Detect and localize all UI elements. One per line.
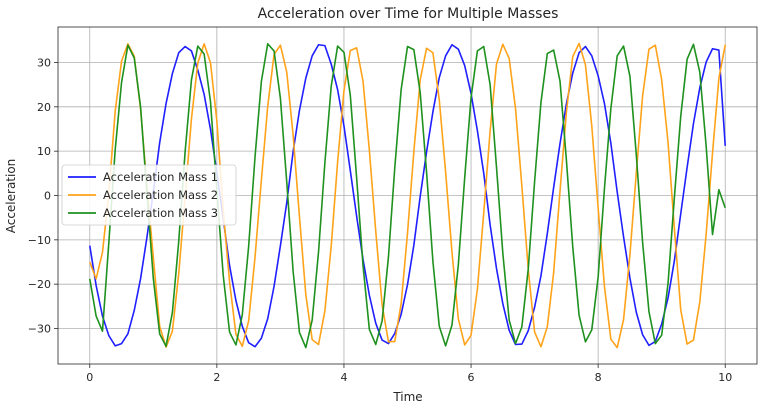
y-tick-label: 30 xyxy=(37,56,51,69)
y-tick-label: 0 xyxy=(44,190,51,203)
y-tick-label: −10 xyxy=(28,234,51,247)
legend-label: Acceleration Mass 1 xyxy=(103,170,218,184)
x-tick-label: 0 xyxy=(86,371,93,384)
legend: Acceleration Mass 1 Acceleration Mass 2 Ac… xyxy=(61,164,237,226)
x-tick-label: 2 xyxy=(213,371,220,384)
legend-label: Acceleration Mass 3 xyxy=(103,206,218,220)
y-axis-label: Acceleration xyxy=(4,159,18,234)
y-tick-label: 20 xyxy=(37,101,51,114)
x-tick-label: 8 xyxy=(595,371,602,384)
x-axis-ticks: 0 2 4 6 8 10 xyxy=(86,364,732,384)
x-axis-label: Time xyxy=(392,390,422,404)
y-axis-ticks: −30 −20 −10 0 10 20 30 xyxy=(28,56,58,336)
series-line-mass-3 xyxy=(88,43,726,349)
series-layer xyxy=(88,42,727,349)
legend-label: Acceleration Mass 2 xyxy=(103,188,218,202)
series-line-mass-2 xyxy=(89,42,727,349)
y-tick-label: −20 xyxy=(28,278,51,291)
series-line-mass-1 xyxy=(88,43,727,348)
y-tick-label: −30 xyxy=(28,323,51,336)
x-tick-label: 6 xyxy=(468,371,475,384)
legend-box xyxy=(61,164,237,226)
x-tick-label: 4 xyxy=(340,371,347,384)
x-tick-label: 10 xyxy=(718,371,732,384)
chart-title: Acceleration over Time for Multiple Mass… xyxy=(258,6,559,22)
y-tick-label: 10 xyxy=(37,145,51,158)
